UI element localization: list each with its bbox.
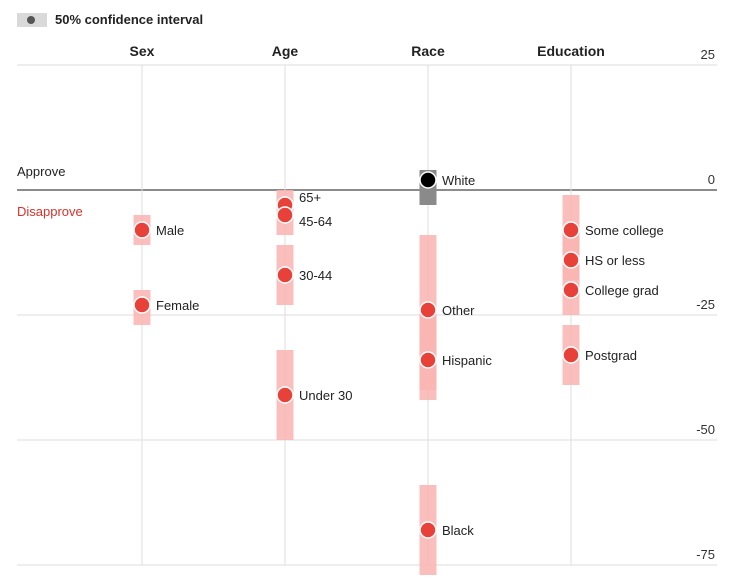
data-label: 30-44	[299, 268, 332, 283]
data-label: Under 30	[299, 388, 352, 403]
confidence-band	[419, 310, 437, 390]
y-tick-label: -75	[696, 547, 715, 562]
data-point	[276, 266, 294, 284]
y-tick-label: 25	[701, 47, 715, 62]
data-point	[562, 346, 580, 364]
data-point	[562, 251, 580, 269]
data-label: Hispanic	[442, 353, 492, 368]
data-label: 65+	[299, 190, 321, 205]
category-header: Sex	[130, 43, 155, 59]
data-point	[419, 351, 437, 369]
confidence-interval-swatch	[17, 12, 47, 27]
legend-label: 50% confidence interval	[55, 12, 204, 27]
data-label: Postgrad	[585, 348, 637, 363]
data-point	[419, 171, 437, 189]
y-tick-label: -25	[696, 297, 715, 312]
data-point	[419, 301, 437, 319]
data-label: 45-64	[299, 214, 332, 229]
data-label: Black	[442, 523, 474, 538]
data-point	[562, 221, 580, 239]
data-point	[562, 281, 580, 299]
y-tick-label: -50	[696, 422, 715, 437]
disapprove-label: Disapprove	[17, 204, 83, 219]
data-label: Other	[442, 303, 475, 318]
approve-label: Approve	[17, 164, 65, 179]
data-label: Female	[156, 298, 199, 313]
y-tick-label: 0	[708, 172, 715, 187]
data-point	[276, 206, 294, 224]
legend: 50% confidence interval	[17, 12, 203, 27]
data-label: HS or less	[585, 253, 645, 268]
category-header: Education	[537, 43, 605, 59]
data-point	[276, 386, 294, 404]
legend-dot-icon	[27, 15, 35, 24]
data-point	[133, 221, 151, 239]
data-label: College grad	[585, 283, 659, 298]
data-point	[133, 296, 151, 314]
data-label: Some college	[585, 223, 664, 238]
category-header: Age	[272, 43, 299, 59]
category-header: Race	[411, 43, 445, 59]
data-label: Male	[156, 223, 184, 238]
data-point	[419, 521, 437, 539]
data-label: White	[442, 173, 475, 188]
